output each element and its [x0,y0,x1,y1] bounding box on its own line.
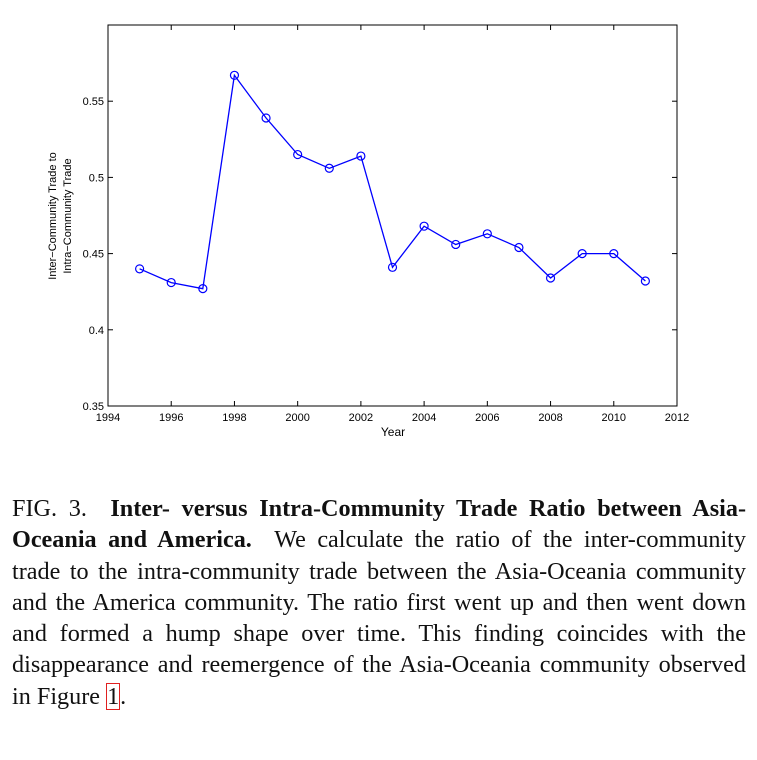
x-tick-label: 2000 [285,412,309,424]
y-axis-label-line1: Inter−Community Trade to [47,152,59,279]
figure-reference-link[interactable]: 1 [106,682,121,710]
data-point [261,113,271,123]
data-point [577,249,587,259]
x-tick-label: 2006 [475,412,499,424]
figure-label: FIG. 3. [12,495,87,522]
data-point [135,264,145,274]
data-point [451,239,461,250]
trade-ratio-chart: 1994 1996 1998 2000 2002 2004 2006 2008 2010 2012… [47,24,689,439]
data-point [229,70,240,80]
plot-border [107,24,678,407]
figure-caption: FIG. 3. Inter- versus Intra-Community Tr… [12,493,746,712]
data-point [482,229,492,239]
x-tick-label: 2008 [538,412,562,424]
series-line [139,73,646,290]
x-tick-label: 2010 [602,412,626,424]
data-point [387,262,398,272]
y-tick-label: 0.5 [89,172,104,184]
x-tick-label: 2012 [665,412,689,424]
y-tick-label: 0.45 [83,249,104,261]
y-tick-label: 0.4 [89,325,104,337]
x-tick-label: 1998 [222,412,246,424]
x-tick-label: 2004 [412,412,436,424]
data-point [640,276,650,286]
data-point [514,242,524,253]
y-axis-label-line2: Intra−Community Trade [62,158,74,273]
x-tick-label: 1994 [96,412,120,424]
axis-ticks: 1994 1996 1998 2000 2002 2004 2006 2008 2010 2012… [83,25,689,424]
x-axis-label: Year [381,425,405,439]
data-point [545,273,556,283]
y-tick-label: 0.55 [83,96,104,108]
data-point [166,277,176,288]
plot-area [107,24,678,407]
x-tick-label: 2002 [349,412,373,424]
series-markers [135,70,650,294]
y-tick-label: 0.35 [83,401,104,413]
data-point [356,151,366,161]
x-tick-label: 1996 [159,412,183,424]
data-point [198,284,208,294]
data-point [419,221,429,231]
data-point [609,249,619,259]
caption-body: We calculate the ratio of the inter-comm… [12,526,746,710]
series-line-group [139,73,646,290]
caption-end: . [120,682,127,710]
data-point [324,163,334,173]
data-point [293,149,303,160]
caption-title: Inter- versus Intra-Community Trade Rati… [12,495,746,554]
